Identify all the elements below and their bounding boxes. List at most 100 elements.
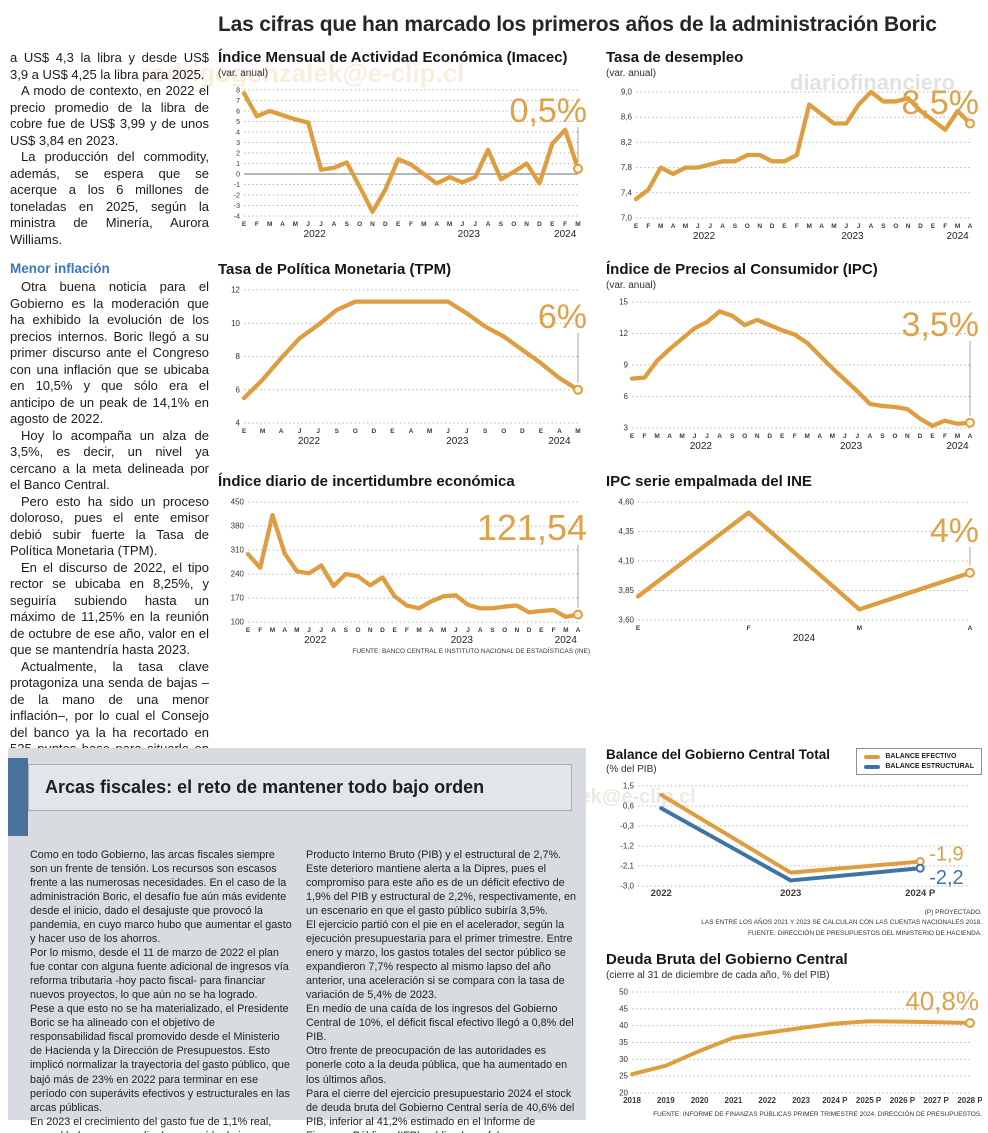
svg-text:310: 310: [231, 545, 245, 554]
fiscal-paragraph: Otro frente de preocupación de las autor…: [306, 1045, 568, 1086]
svg-text:2024 P: 2024 P: [905, 888, 936, 899]
fiscal-paragraph: Por lo mismo, desde el 11 de marzo de 20…: [30, 947, 289, 1002]
chart-plot-ipc: 15 12 9 6 3 E F M A M J J A S O N D E F M A M J J A S O N D E F M A 2022 2…: [606, 294, 982, 452]
svg-text:S: S: [345, 221, 350, 228]
svg-text:S: S: [499, 221, 504, 228]
svg-text:M: M: [421, 221, 426, 228]
svg-text:J: J: [446, 428, 450, 435]
fiscal-section-title: Arcas fiscales: el reto de mantener todo…: [45, 777, 485, 797]
chart-imacec: Índice Mensual de Actividad Económica (I…: [218, 49, 590, 240]
svg-text:N: N: [757, 223, 762, 230]
legend-item-estructural: BALANCE ESTRUCTURAL: [864, 763, 974, 770]
svg-text:A: A: [434, 221, 439, 228]
svg-text:380: 380: [231, 521, 245, 530]
svg-text:2022: 2022: [693, 231, 716, 242]
svg-text:2024: 2024: [554, 229, 577, 240]
svg-text:S: S: [880, 433, 885, 440]
svg-text:8,2: 8,2: [621, 137, 633, 146]
svg-text:F: F: [643, 433, 647, 440]
section-accent-bar: [8, 758, 28, 836]
svg-text:4: 4: [236, 129, 240, 136]
svg-text:J: J: [696, 223, 700, 230]
chart-title: Balance del Gobierno Central Total: [606, 747, 831, 762]
svg-text:J: J: [319, 221, 323, 228]
svg-text:0: 0: [236, 171, 240, 178]
svg-text:2022: 2022: [304, 229, 327, 240]
fiscal-column-2: Producto Interno Bruto (PIB) y el estruc…: [306, 848, 578, 1133]
svg-text:S: S: [490, 627, 495, 634]
svg-text:F: F: [552, 627, 556, 634]
svg-text:S: S: [881, 223, 886, 230]
svg-text:2022: 2022: [758, 1096, 776, 1105]
svg-text:O: O: [892, 433, 897, 440]
svg-text:-3: -3: [234, 203, 240, 210]
chart-title: Tasa de desempleo: [606, 49, 744, 66]
svg-text:240: 240: [231, 569, 245, 578]
svg-text:F: F: [563, 221, 567, 228]
svg-text:F: F: [405, 627, 409, 634]
svg-text:7,8: 7,8: [621, 163, 633, 172]
svg-text:A: A: [667, 433, 672, 440]
chart-title: Tasa de Política Monetaria (TPM): [218, 261, 452, 278]
svg-text:F: F: [795, 223, 799, 230]
chart-footnote: LAS ENTRE LOS AÑOS 2021 Y 2023 SE CALCUL…: [701, 919, 982, 927]
svg-text:12: 12: [619, 329, 628, 338]
svg-text:M: M: [416, 627, 421, 634]
fiscal-column-1: Como en todo Gobierno, las arcas fiscale…: [30, 848, 292, 1133]
fiscal-section: Arcas fiscales: el reto de mantener todo…: [8, 748, 586, 1133]
svg-text:100: 100: [231, 617, 245, 626]
svg-text:E: E: [931, 223, 936, 230]
svg-text:D: D: [918, 223, 923, 230]
svg-text:D: D: [520, 428, 525, 435]
svg-text:4%: 4%: [930, 512, 979, 550]
svg-text:J: J: [320, 627, 324, 634]
svg-text:0,5%: 0,5%: [510, 92, 588, 130]
fiscal-text-columns: Como en todo Gobierno, las arcas fiscale…: [30, 848, 578, 1133]
svg-text:M: M: [575, 221, 580, 228]
svg-text:A: A: [557, 428, 562, 435]
svg-text:2027 P: 2027 P: [924, 1096, 950, 1105]
svg-text:F: F: [255, 221, 259, 228]
fiscal-title-box: Arcas fiscales: el reto de mantener todo…: [28, 764, 572, 811]
chart-subtitle: (% del PIB): [606, 763, 657, 775]
svg-text:3,85: 3,85: [618, 586, 634, 595]
svg-text:E: E: [630, 433, 635, 440]
chart-subtitle: (var. anual): [218, 67, 269, 79]
svg-text:J: J: [693, 433, 697, 440]
svg-text:40,8%: 40,8%: [905, 986, 979, 1016]
svg-text:2024: 2024: [947, 231, 970, 242]
chart-subtitle: (var. anual): [606, 279, 657, 291]
svg-text:0,6: 0,6: [623, 801, 635, 810]
svg-text:A: A: [332, 221, 337, 228]
svg-text:N: N: [370, 221, 375, 228]
svg-text:E: E: [246, 627, 251, 634]
svg-text:A: A: [968, 625, 973, 632]
svg-text:M: M: [831, 223, 836, 230]
chart-plot-incertidumbre: 450 380 310 240 170 100 E F M A M J J A S O N D E F M A M J J A S O…: [218, 494, 590, 646]
chart-footnote: FUENTE: DIRECCIÓN DE PRESUPUESTOS DEL MI…: [747, 929, 982, 937]
svg-text:9: 9: [624, 360, 629, 369]
svg-text:5: 5: [236, 119, 240, 126]
svg-text:J: J: [454, 627, 458, 634]
svg-text:S: S: [344, 627, 349, 634]
svg-text:3: 3: [236, 140, 240, 147]
svg-text:4,35: 4,35: [618, 527, 634, 536]
svg-text:S: S: [335, 428, 340, 435]
fiscal-paragraph: Como en todo Gobierno, las arcas fiscale…: [30, 849, 292, 946]
article-paragraph: La producción del commodity, además, se …: [10, 149, 209, 247]
svg-text:9,0: 9,0: [621, 87, 633, 96]
svg-text:D: D: [383, 221, 388, 228]
svg-text:M: M: [441, 627, 446, 634]
svg-text:30: 30: [619, 1054, 628, 1063]
svg-text:-2,1: -2,1: [620, 861, 634, 870]
svg-text:2022: 2022: [304, 635, 327, 646]
svg-text:7: 7: [236, 98, 240, 105]
svg-text:A: A: [869, 223, 874, 230]
svg-text:2024 P: 2024 P: [822, 1096, 848, 1105]
svg-text:S: S: [730, 433, 735, 440]
chart-ipc: Índice de Precios al Consumidor (IPC) (v…: [606, 261, 982, 452]
svg-text:D: D: [527, 627, 532, 634]
svg-text:F: F: [646, 223, 650, 230]
chart-plot-balance: 1,5 0,6 -0,3 -1,2 -2,1 -3,0 2022 2023 2024 P -1,9…: [606, 778, 982, 906]
